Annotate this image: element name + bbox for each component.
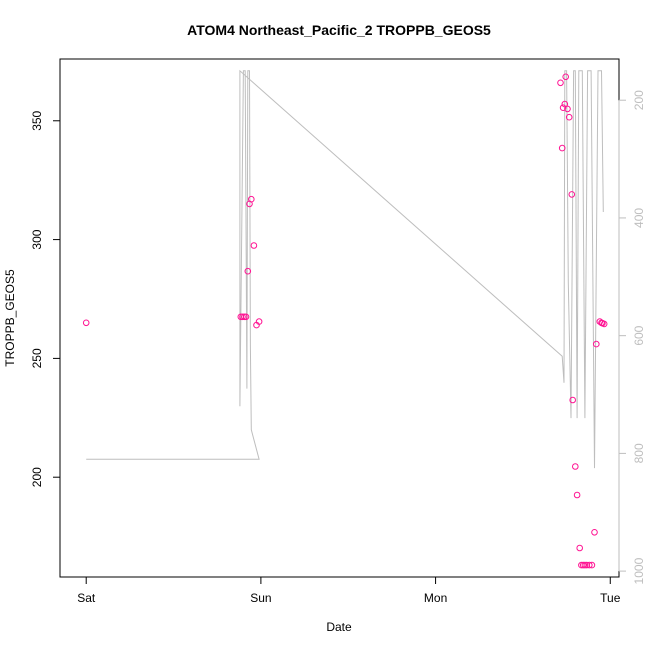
data-point xyxy=(581,561,589,569)
y2-tick-label: 1000 xyxy=(632,557,646,584)
y-tick-label: 250 xyxy=(30,348,44,368)
data-point xyxy=(250,242,258,249)
x-tick-label: Mon xyxy=(424,591,447,605)
data-point xyxy=(565,113,573,121)
chart-title: ATOM4 Northeast_Pacific_2 TROPPB_GEOS5 xyxy=(187,22,491,38)
data-point xyxy=(244,267,252,275)
y-tick-label: 200 xyxy=(30,467,44,487)
y2-axis: 200 400 600 800 1000 xyxy=(618,90,646,584)
data-point xyxy=(588,561,596,569)
data-point xyxy=(576,544,584,552)
data-point xyxy=(586,561,593,569)
x-axis-label: Date xyxy=(326,620,352,634)
y-tick-label: 300 xyxy=(30,229,44,249)
x-tick-label: Sun xyxy=(250,591,271,605)
y2-tick-label: 200 xyxy=(632,90,646,110)
data-point xyxy=(255,318,263,325)
data-point xyxy=(573,491,581,499)
x-tick-label: Tue xyxy=(600,591,621,605)
series-line xyxy=(86,69,604,469)
line-series xyxy=(86,69,604,469)
data-point xyxy=(568,191,576,198)
data-point xyxy=(559,104,567,111)
data-point xyxy=(562,73,570,81)
x-axis: Sat Sun Mon Tue xyxy=(77,576,621,605)
x-tick-label: Sat xyxy=(77,591,96,605)
data-point xyxy=(569,396,577,404)
y2-tick-label: 800 xyxy=(632,443,646,463)
data-point xyxy=(572,463,579,470)
data-point xyxy=(564,105,571,113)
scatter-series xyxy=(82,73,608,569)
data-point xyxy=(557,79,564,87)
y2-tick-label: 400 xyxy=(632,208,646,228)
data-point xyxy=(558,144,566,152)
data-point xyxy=(591,529,598,536)
data-point xyxy=(239,313,246,321)
y-axis-label: TROPPB_GEOS5 xyxy=(3,269,17,367)
y-tick-label: 350 xyxy=(30,110,44,130)
data-point xyxy=(248,195,255,203)
y-axis: 200 250 300 350 xyxy=(30,110,61,487)
data-point xyxy=(600,320,608,328)
data-point xyxy=(561,100,569,108)
data-point xyxy=(242,313,250,321)
y2-tick-label: 600 xyxy=(632,325,646,345)
data-point xyxy=(593,340,600,348)
data-point xyxy=(82,319,90,327)
